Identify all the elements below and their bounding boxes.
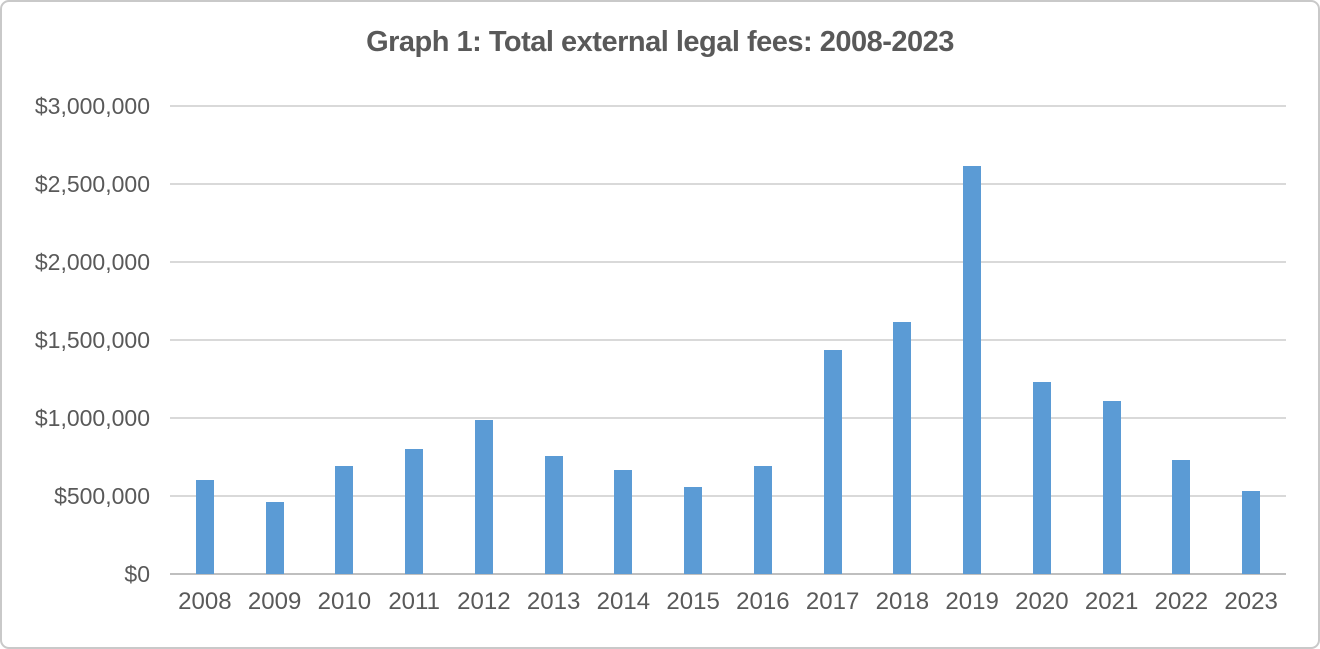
y-axis-tick-label: $2,500,000 [34, 171, 150, 197]
chart-title: Graph 1: Total external legal fees: 2008… [366, 26, 954, 58]
x-axis-tick-label: 2008 [178, 588, 232, 615]
bar [474, 419, 493, 574]
gridline [170, 105, 1286, 107]
y-axis-tick-label: $3,000,000 [34, 93, 150, 119]
bar [1102, 400, 1121, 574]
y-axis-tick-label: $0 [124, 561, 150, 587]
x-axis-tick-label: 2017 [805, 588, 860, 615]
bar [1032, 382, 1051, 574]
y-axis-tick-label: $500,000 [54, 483, 150, 509]
x-axis-tick-label: 2019 [945, 588, 999, 615]
gridline [170, 417, 1286, 419]
y-axis-tick-label: $1,500,000 [34, 327, 150, 353]
x-axis-tick-label: 2009 [247, 588, 302, 615]
gridline [170, 261, 1286, 263]
x-axis-tick-label: 2015 [666, 588, 720, 615]
bar [684, 487, 703, 574]
bar [335, 466, 354, 574]
x-axis-tick-label: 2011 [388, 588, 440, 615]
y-axis-tick-label: $2,000,000 [34, 249, 150, 275]
bar [265, 502, 284, 574]
gridline [170, 339, 1286, 341]
x-axis-tick-label: 2018 [875, 588, 930, 615]
x-axis-tick-label: 2022 [1154, 588, 1209, 615]
bar [405, 449, 424, 574]
bar [963, 166, 982, 574]
x-axis-tick-label: 2012 [457, 588, 511, 615]
y-axis-tick-label: $1,000,000 [34, 405, 150, 431]
bar [753, 465, 772, 574]
bar [1242, 491, 1261, 574]
bar [893, 322, 912, 574]
bar [1172, 460, 1191, 574]
x-axis-tick-label: 2023 [1224, 588, 1278, 615]
gridline [170, 183, 1286, 185]
x-axis-tick-label: 2014 [596, 588, 651, 615]
bar [195, 479, 214, 574]
bar [823, 350, 842, 574]
bar [544, 456, 563, 574]
x-axis-tick-label: 2010 [317, 588, 372, 615]
x-axis-line [170, 573, 1286, 575]
x-axis-tick-label: 2021 [1084, 588, 1139, 615]
x-axis-tick-label: 2016 [736, 588, 790, 615]
bar [614, 470, 633, 574]
x-axis-tick-label: 2020 [1015, 588, 1069, 615]
gridline [170, 495, 1286, 497]
x-axis-tick-label: 2013 [526, 588, 581, 615]
